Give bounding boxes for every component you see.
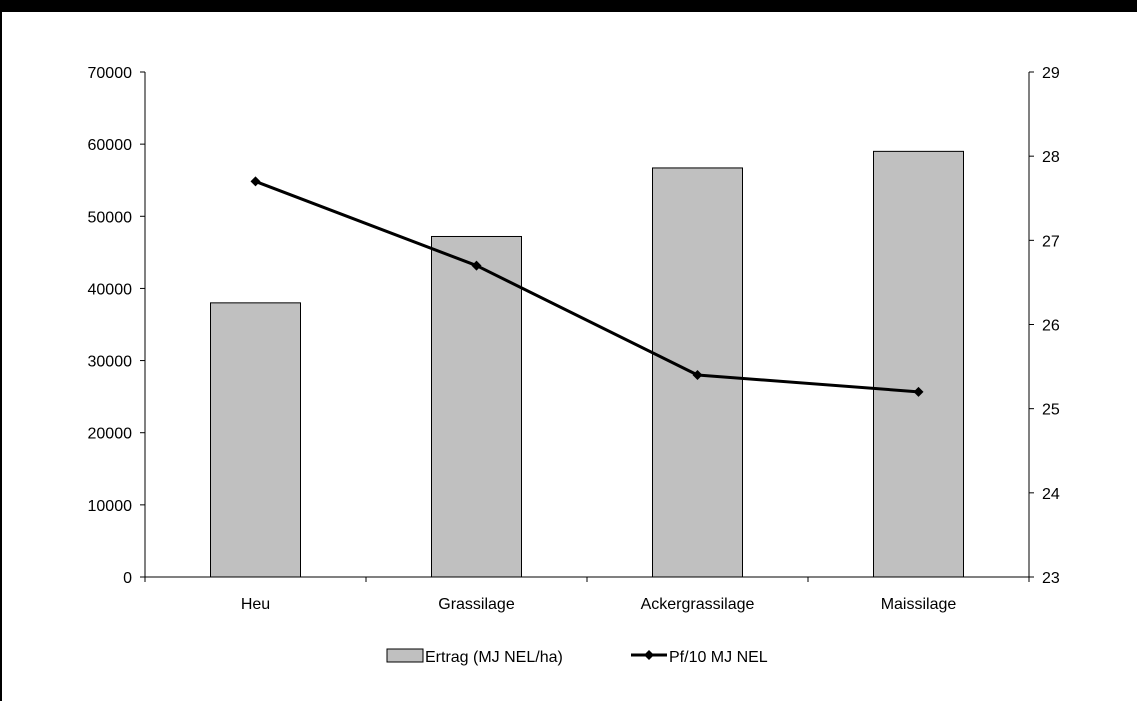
bar [210,302,301,578]
right-y-tick-label: 29 [1042,65,1060,82]
left-y-tick-label: 20000 [88,426,133,443]
legend: Ertrag (MJ NEL/ha) Pf/10 MJ NEL [386,648,768,666]
left-y-tick-label: 30000 [88,354,133,371]
bar [873,150,964,578]
series-line [254,180,919,394]
left-y-tick-label: 40000 [88,281,133,298]
legend-swatch-marker [644,650,654,660]
right-y-tick-label: 25 [1042,402,1060,419]
x-tick-label: Ackergrassilage [641,596,755,613]
right-y-tick-label: 28 [1042,149,1060,166]
right-y-ticks: 23 24 25 26 27 28 29 [1029,65,1060,587]
right-y-tick-label: 24 [1042,486,1060,503]
line-point [471,260,482,271]
left-y-tick-label: 60000 [88,137,133,154]
legend-swatch-bar [386,648,424,663]
line-series [250,176,924,397]
x-tick-label: Heu [241,596,270,613]
left-y-ticks: 0 10000 20000 30000 40000 50000 60000 70000 [88,65,145,587]
bar-series [210,150,964,578]
right-y-tick-label: 23 [1042,570,1060,587]
left-y-tick-label: 0 [123,570,132,587]
legend-label-line: Pf/10 MJ NEL [669,649,768,666]
x-ticks: Heu Grassilage Ackergrassilage Maissilage [144,577,1030,613]
legend-label-bar: Ertrag (MJ NEL/ha) [425,649,563,666]
line-point [692,370,703,380]
left-y-tick-label: 10000 [88,498,133,515]
left-y-tick-label: 50000 [88,209,133,226]
x-tick-label: Grassilage [438,596,515,613]
right-y-tick-label: 27 [1042,233,1060,250]
bar [431,235,522,578]
x-tick-label: Maissilage [881,596,957,613]
line-point [913,386,924,397]
right-y-tick-label: 26 [1042,318,1060,335]
left-y-tick-label: 70000 [88,65,133,82]
left-border-line [0,12,2,701]
top-border-bar [0,0,1137,12]
line-point [250,176,261,187]
